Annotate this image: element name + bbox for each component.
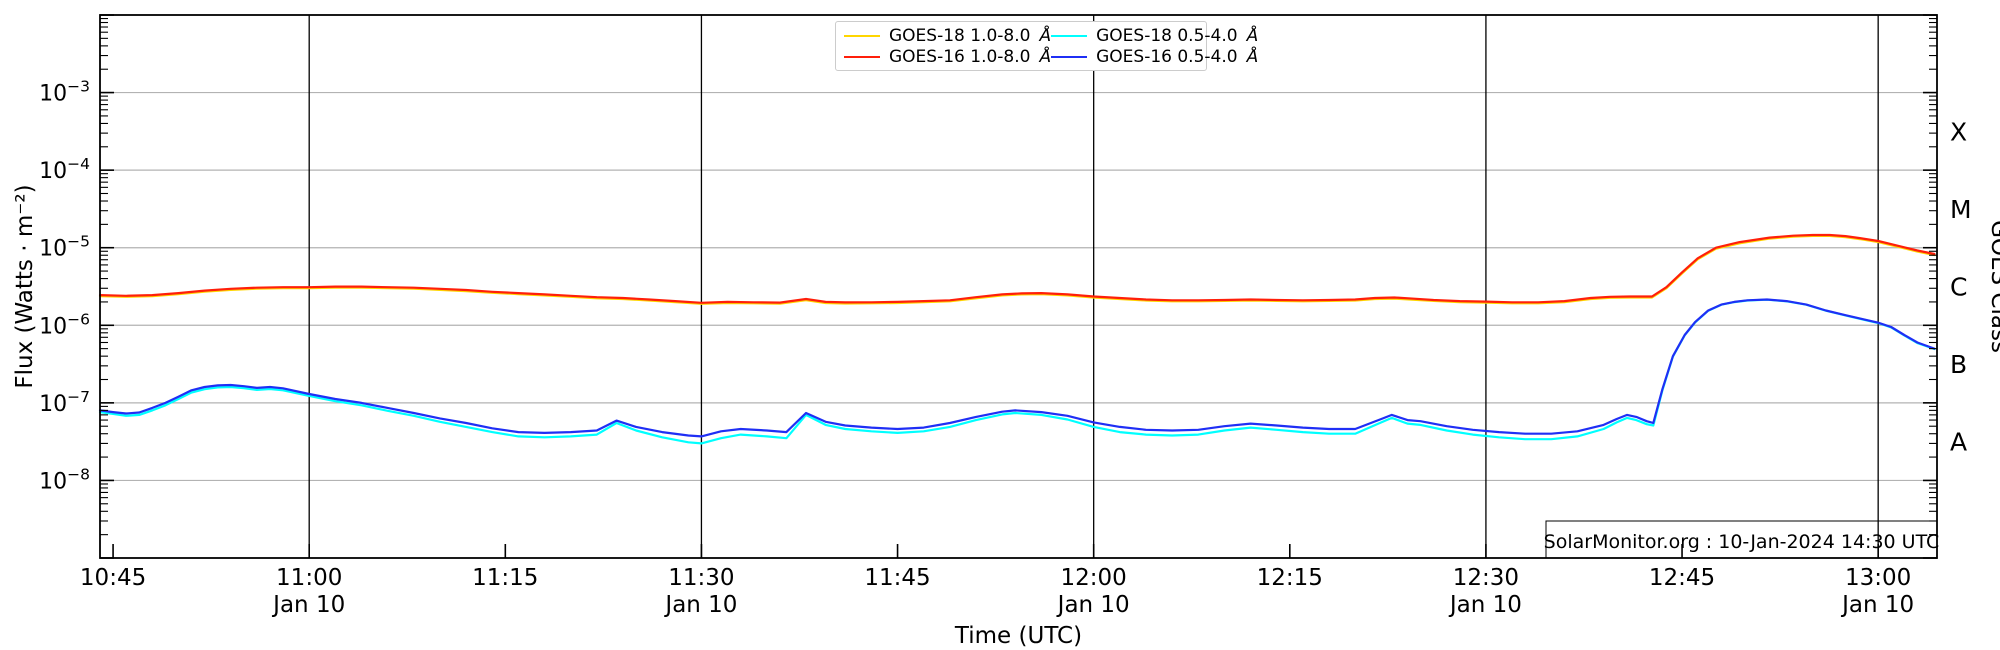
y-tick-label-1e-8: 10−8 (39, 465, 90, 494)
x-tick-sublabel-11:30: Jan 10 (663, 592, 737, 618)
x-tick-sublabel-12:00: Jan 10 (1056, 592, 1130, 618)
legend-swatch-line (1051, 55, 1088, 58)
y-axis-tick-labels: 10−3 10−4 10−5 10−6 10−7 10−8 (39, 78, 90, 495)
legend-item-label: GOES-16 1.0-8.0 (889, 46, 1031, 67)
legend-item-2: GOES-16 1.0-8.0 Å (844, 46, 1051, 67)
y-gridlines (100, 91, 1937, 482)
x-tick-label-12:45: 12:45 (1649, 565, 1715, 591)
goes-class-label-X: X (1950, 117, 1967, 146)
legend-item-label: GOES-18 0.5-4.0 (1096, 25, 1238, 46)
x-tick-sublabel-11:00: Jan 10 (271, 592, 345, 618)
x-tick-label-13:00: 13:00 (1845, 565, 1911, 591)
y-tick-label-1e-4: 10−4 (39, 155, 90, 184)
legend-item-unit-angstrom: Å (1039, 25, 1052, 46)
x-tick-label-12:00: 12:00 (1061, 565, 1127, 591)
goes-class-label-B: B (1950, 350, 1967, 379)
annotation-box: SolarMonitor.org : 10-Jan-2024 14:30 UTC (1544, 520, 1940, 559)
series (98, 233, 1936, 445)
y-tick-label-1e-3: 10−3 (39, 78, 90, 107)
x-gridlines (308, 15, 1879, 558)
legend-swatch-line (844, 34, 880, 37)
legend-item-3: GOES-16 0.5-4.0 Å (1051, 46, 1258, 67)
legend-item-0: GOES-18 1.0-8.0 Å (844, 25, 1051, 46)
y-axis-ticks (100, 14, 1937, 559)
legend-item-1: GOES-18 0.5-4.0 Å (1051, 25, 1258, 46)
goes-class-label-M: M (1950, 195, 1972, 224)
legend-swatch-line (1051, 34, 1088, 37)
x-tick-sublabel-13:00: Jan 10 (1840, 592, 1914, 618)
x-axis-title: Time (UTC) (954, 623, 1082, 649)
x-tick-label-11:00: 11:00 (276, 565, 342, 591)
axis-titles: Time (UTC) Flux (Watts · m⁻²) GOES Class (12, 184, 2000, 649)
x-tick-label-10:45: 10:45 (80, 565, 146, 591)
y-tick-label-1e-5: 10−5 (39, 233, 90, 262)
legend-item-label: GOES-18 1.0-8.0 (889, 25, 1031, 46)
right-axis-title: GOES Class (1986, 220, 2000, 353)
legend-box: GOES-18 1.0-8.0 Å GOES-18 0.5-4.0 Å GOES-16 … (835, 21, 1258, 71)
series-line-2 (98, 298, 1936, 445)
x-tick-label-11:15: 11:15 (472, 565, 538, 591)
x-tick-label-12:15: 12:15 (1257, 565, 1323, 591)
legend-item-unit-angstrom: Å (1246, 25, 1259, 46)
x-tick-sublabel-12:30: Jan 10 (1448, 592, 1522, 618)
y-axis-title: Flux (Watts · m⁻²) (12, 184, 38, 388)
series-line-3 (98, 298, 1936, 438)
goes-class-label-C: C (1950, 273, 1967, 302)
y-tick-label-1e-7: 10−7 (39, 388, 90, 417)
x-tick-label-11:45: 11:45 (864, 565, 930, 591)
x-tick-label-11:30: 11:30 (668, 565, 734, 591)
plot-frame (99, 14, 1938, 559)
legend-item-unit-angstrom: Å (1039, 46, 1052, 67)
legend-swatch-line (844, 55, 880, 58)
series-line-1 (98, 233, 1936, 304)
y-tick-label-1e-6: 10−6 (39, 310, 90, 339)
watermark-annotation: SolarMonitor.org : 10-Jan-2024 14:30 UTC (1544, 531, 1940, 553)
goes-class-labels: X M C B A (1950, 117, 1972, 456)
legend-item-label: GOES-16 0.5-4.0 (1096, 46, 1238, 67)
goes-class-label-A: A (1950, 428, 1967, 457)
x-tick-label-12:30: 12:30 (1453, 565, 1519, 591)
legend-item-unit-angstrom: Å (1246, 46, 1259, 67)
